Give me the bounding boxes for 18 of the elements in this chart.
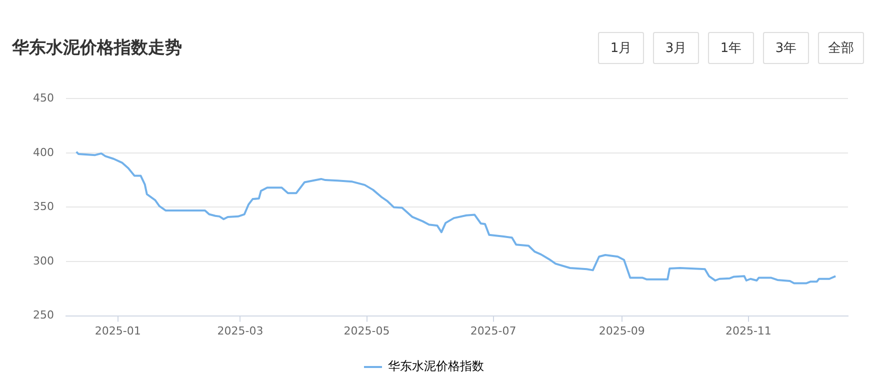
text: 1年: [708, 32, 754, 64]
y-tick-label: 400: [33, 146, 54, 159]
x-tick-label: 2025-11: [725, 324, 772, 338]
y-tick-label: 250: [33, 308, 54, 322]
y-tick-label: 300: [33, 254, 54, 268]
x-tick-label: 2025-03: [217, 324, 264, 338]
text: 全部: [818, 32, 864, 64]
x-tick-label: 2025-05: [344, 324, 390, 338]
y-tick-label: 450: [33, 91, 54, 104]
text: 3月: [653, 32, 699, 64]
x-tick-label: 2025-01: [94, 324, 141, 338]
text: 1月: [598, 32, 644, 64]
x-tick-label: 2025-07: [470, 324, 516, 338]
y-tick-label: 350: [33, 200, 54, 214]
text: 3年: [763, 32, 809, 64]
legend-label: 华东水泥价格指数: [388, 359, 484, 374]
x-tick-label: 2025-09: [598, 324, 645, 338]
chart-title: 华东水泥价格指数走势: [12, 37, 182, 59]
